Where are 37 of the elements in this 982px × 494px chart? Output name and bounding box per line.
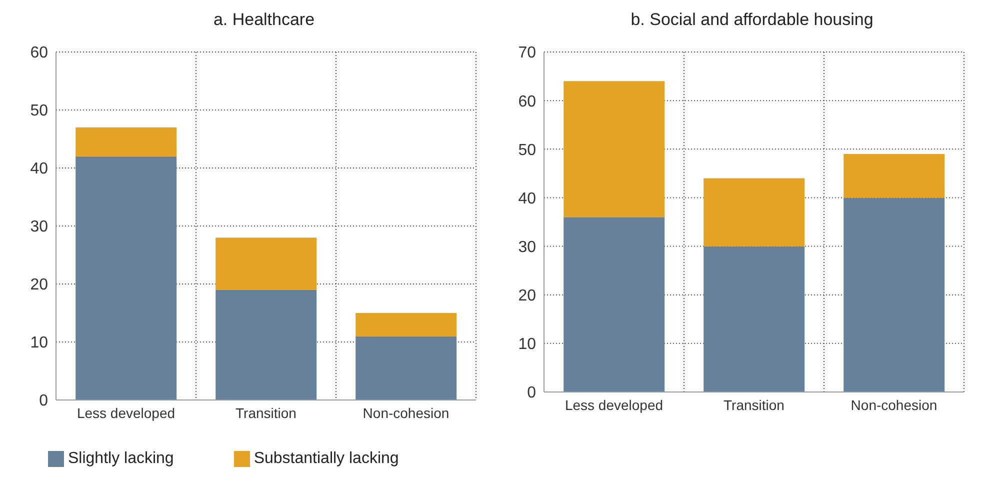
y-tick-label: 40 — [518, 190, 536, 208]
bar — [216, 290, 317, 400]
y-tick-label: 30 — [518, 238, 536, 256]
bar — [76, 156, 177, 400]
x-tick-label: Non-cohesion — [850, 396, 938, 413]
bar — [704, 178, 805, 246]
bar — [844, 198, 945, 392]
bar — [356, 336, 457, 400]
bar — [564, 81, 665, 218]
y-tick-label: 0 — [39, 392, 48, 410]
chart-title: b. Social and affordable housing — [630, 9, 874, 31]
y-tick-label: 0 — [527, 384, 536, 402]
x-tick-label: Less developed — [76, 404, 176, 421]
bar — [564, 217, 665, 392]
y-tick-label: 60 — [518, 93, 536, 110]
y-tick-label: 40 — [30, 160, 48, 178]
chart-title: a. Healthcare — [212, 9, 316, 31]
bar — [76, 127, 177, 156]
bar — [356, 313, 457, 336]
y-tick-label: 10 — [518, 336, 536, 354]
y-tick-label: 60 — [30, 44, 48, 62]
bar — [844, 154, 945, 198]
x-tick-label: Less developed — [564, 396, 664, 413]
y-tick-label: 20 — [518, 288, 536, 305]
y-tick-label: 70 — [518, 44, 536, 62]
legend-label: Substantially lacking — [254, 450, 399, 467]
bar — [704, 246, 805, 392]
bar — [216, 238, 317, 290]
y-tick-label: 50 — [518, 142, 536, 159]
x-tick-label: Transition — [236, 404, 296, 421]
y-tick-label: 20 — [30, 276, 48, 294]
x-tick-label: Transition — [724, 396, 784, 413]
y-tick-label: 50 — [30, 102, 48, 120]
legend-label: Slightly lacking — [68, 450, 174, 467]
y-tick-label: 30 — [30, 218, 48, 236]
y-tick-label: 10 — [30, 334, 48, 352]
x-tick-label: Non-cohesion — [362, 404, 450, 421]
